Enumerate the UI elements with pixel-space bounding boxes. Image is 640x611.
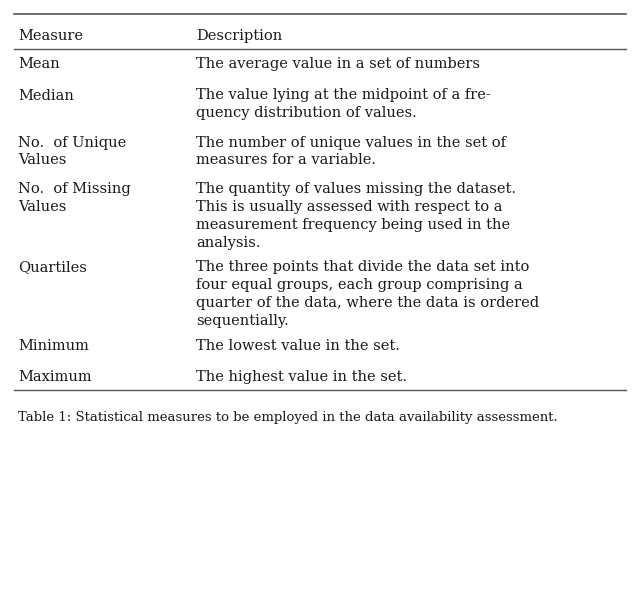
Text: The highest value in the set.: The highest value in the set. (196, 370, 407, 384)
Text: Measure: Measure (18, 29, 83, 43)
Text: Minimum: Minimum (18, 338, 89, 353)
Text: The average value in a set of numbers: The average value in a set of numbers (196, 57, 480, 71)
Text: The number of unique values in the set of
measures for a variable.: The number of unique values in the set o… (196, 136, 506, 167)
Text: Maximum: Maximum (18, 370, 92, 384)
Text: Median: Median (18, 89, 74, 103)
Text: No.  of Missing
Values: No. of Missing Values (18, 183, 131, 214)
Text: Mean: Mean (18, 57, 60, 71)
Text: The lowest value in the set.: The lowest value in the set. (196, 338, 400, 353)
Text: Quartiles: Quartiles (18, 260, 87, 274)
Text: No.  of Unique
Values: No. of Unique Values (18, 136, 126, 167)
Text: The value lying at the midpoint of a fre-
quency distribution of values.: The value lying at the midpoint of a fre… (196, 89, 491, 120)
Text: Table 1: Statistical measures to be employed in the data availability assessment: Table 1: Statistical measures to be empl… (18, 411, 557, 425)
Text: Description: Description (196, 29, 282, 43)
Text: The quantity of values missing the dataset.
This is usually assessed with respec: The quantity of values missing the datas… (196, 183, 516, 250)
Text: The three points that divide the data set into
four equal groups, each group com: The three points that divide the data se… (196, 260, 539, 328)
